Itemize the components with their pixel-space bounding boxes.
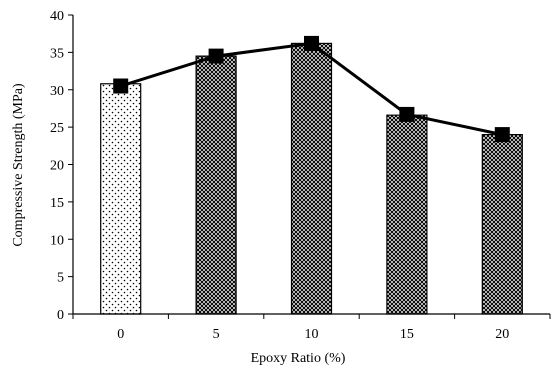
marker-0 — [113, 78, 129, 94]
x-axis-label: Epoxy Ratio (%) — [251, 351, 346, 366]
bar-15 — [386, 114, 428, 315]
y-tick-label: 5 — [57, 271, 64, 286]
marker-5 — [208, 48, 224, 64]
marker-10 — [304, 35, 319, 51]
y-axis-label: Compressive Strength (MPa) — [11, 83, 26, 247]
x-tick-label: 10 — [305, 327, 319, 342]
marker-15 — [399, 106, 415, 122]
x-tick-label: 15 — [400, 327, 414, 342]
y-tick-label: 25 — [50, 121, 64, 136]
y-tick-label: 10 — [50, 233, 64, 248]
y-tick-label: 15 — [50, 196, 64, 211]
x-tick-label: 20 — [495, 327, 509, 342]
bar-20 — [481, 134, 523, 315]
bar-0 — [100, 83, 142, 315]
x-tick-label: 0 — [117, 327, 124, 342]
y-tick-label: 30 — [50, 84, 64, 99]
x-tick-label: 5 — [213, 327, 220, 342]
y-tick-label: 20 — [50, 159, 64, 174]
bar-5 — [195, 55, 237, 315]
y-tick-label: 40 — [50, 9, 64, 24]
y-tick-label: 0 — [57, 308, 64, 323]
y-tick-label: 35 — [50, 46, 64, 61]
axes-layer: 0 5 10 15 20 25 30 35 40 0 5 10 15 20 — [50, 9, 551, 342]
bars-layer — [100, 42, 523, 315]
line-layer — [113, 35, 510, 143]
marker-20 — [494, 127, 510, 143]
bar-10 — [290, 42, 333, 315]
